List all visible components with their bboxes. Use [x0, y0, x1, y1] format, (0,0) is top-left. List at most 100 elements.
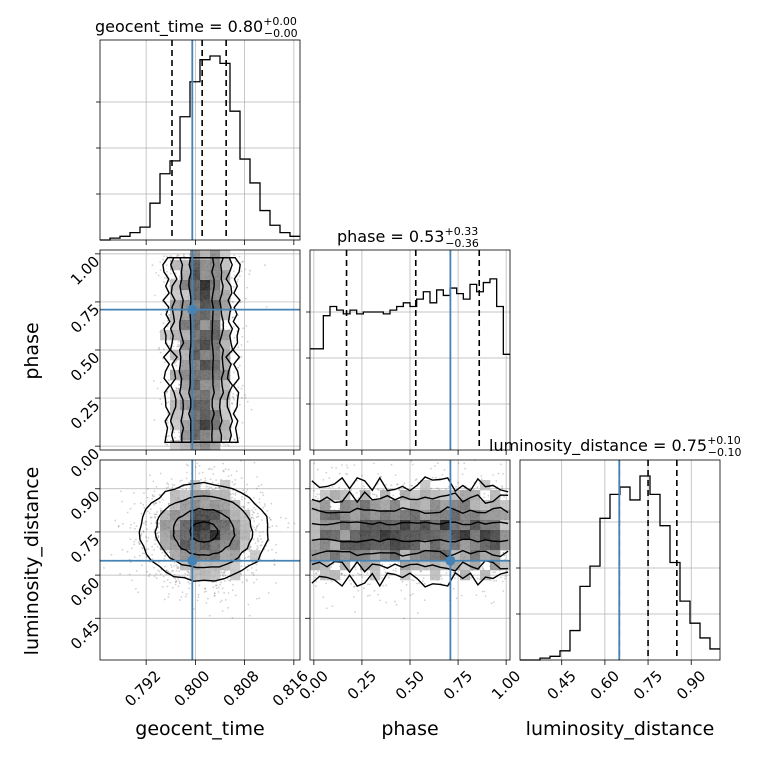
sample-point	[166, 439, 169, 441]
density-cell	[200, 260, 211, 271]
density-cell	[210, 250, 221, 261]
sample-point	[240, 344, 243, 346]
sample-point	[248, 614, 251, 617]
sample-point	[131, 547, 133, 550]
sample-point	[253, 496, 255, 499]
sample-point	[245, 491, 248, 493]
sample-point	[175, 364, 178, 367]
sample-point	[162, 322, 165, 325]
sample-point	[234, 260, 237, 263]
sample-point	[203, 591, 206, 593]
sample-point	[241, 335, 244, 338]
sample-point	[152, 480, 155, 483]
sample-point	[166, 390, 169, 393]
sample-point	[244, 297, 247, 300]
sample-point	[255, 487, 258, 490]
sample-point	[163, 598, 166, 601]
sample-point	[257, 515, 260, 518]
sample-point	[175, 569, 178, 572]
sample-point	[227, 607, 230, 609]
sample-point	[265, 306, 268, 308]
sample-point	[135, 525, 138, 527]
sample-point	[258, 531, 261, 534]
sample-point	[187, 570, 190, 573]
sample-point	[256, 476, 258, 478]
sample-point	[170, 564, 172, 566]
sample-point	[264, 264, 266, 267]
sample-point	[223, 580, 226, 582]
sample-point	[173, 362, 176, 365]
sample-point	[147, 575, 150, 578]
sample-point	[219, 583, 222, 586]
truth-marker	[187, 304, 198, 315]
sample-point	[257, 539, 259, 542]
sample-point	[237, 386, 240, 389]
sample-point	[210, 486, 212, 489]
sample-point	[221, 587, 224, 590]
sample-point	[204, 477, 207, 480]
sample-point	[160, 313, 162, 316]
sample-point	[253, 526, 256, 529]
sample-point	[129, 507, 132, 510]
sample-point	[224, 599, 227, 601]
sample-point	[170, 566, 173, 568]
sample-point	[177, 585, 180, 588]
sample-point	[184, 572, 187, 575]
sample-point	[180, 596, 183, 598]
sample-point	[154, 294, 156, 297]
sample-point	[275, 543, 277, 546]
sample-point	[198, 464, 201, 467]
sample-point	[154, 543, 156, 545]
sample-point	[174, 436, 177, 439]
sample-point	[247, 508, 250, 510]
density-cell	[180, 400, 191, 411]
density-cell	[200, 410, 211, 421]
sample-point	[235, 394, 238, 397]
sample-point	[121, 500, 123, 503]
sample-point	[204, 480, 207, 482]
sample-point	[244, 268, 247, 271]
density-cell	[210, 310, 221, 321]
sample-point	[146, 570, 149, 573]
sample-point	[145, 536, 148, 539]
sample-point	[149, 516, 152, 519]
density-cell	[220, 250, 231, 261]
sample-point	[255, 563, 258, 566]
sample-point	[262, 530, 264, 533]
sample-point	[129, 527, 132, 529]
sample-point	[238, 275, 241, 277]
sample-point	[165, 277, 168, 280]
panel-phase-histogram	[306, 249, 511, 455]
sample-point	[231, 402, 233, 404]
density-cell	[200, 380, 211, 391]
sample-point	[248, 501, 250, 504]
sample-point	[166, 435, 169, 438]
sample-point	[234, 492, 237, 495]
sample-point	[254, 508, 257, 511]
sample-point	[174, 578, 177, 580]
sample-point	[169, 581, 172, 584]
sample-point	[144, 520, 147, 523]
sample-point	[268, 516, 271, 519]
sample-point	[178, 582, 181, 585]
sample-point	[142, 503, 145, 506]
sample-point	[176, 345, 179, 348]
density-cell	[200, 280, 211, 291]
sample-point	[149, 474, 151, 477]
sample-point	[186, 471, 188, 474]
sample-point	[167, 503, 170, 505]
panel-phase-vs-geocent-time	[95, 249, 301, 455]
sample-point	[173, 561, 176, 564]
sample-point	[233, 439, 236, 441]
sample-point	[157, 569, 159, 572]
sample-point	[232, 395, 234, 398]
sample-point	[177, 254, 180, 257]
sample-point	[186, 574, 189, 576]
sample-point	[233, 438, 236, 441]
sample-point	[244, 497, 246, 500]
sample-point	[103, 567, 105, 569]
sample-point	[185, 487, 188, 490]
sample-point	[178, 580, 181, 583]
sample-point	[173, 573, 176, 576]
